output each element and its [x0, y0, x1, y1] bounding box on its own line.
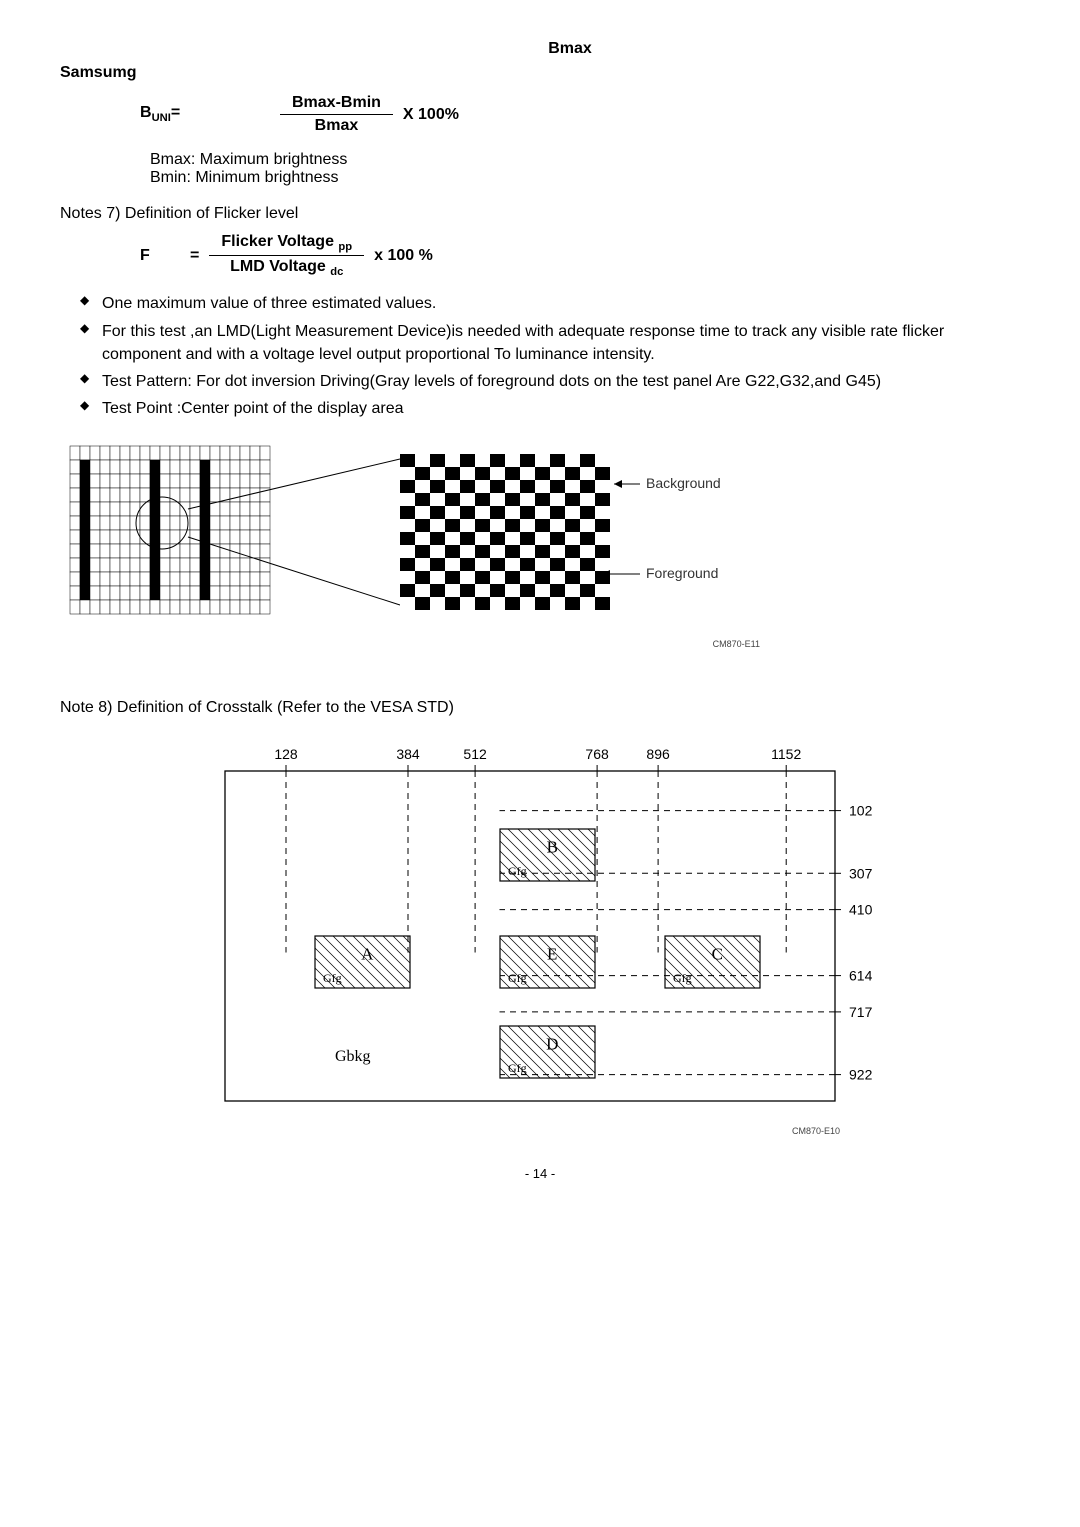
buni-lhs-prefix: B [140, 104, 152, 121]
note8-title: Note 8) Definition of Crosstalk (Refer t… [60, 699, 1020, 717]
buni-lhs-sub: UNI [152, 113, 171, 125]
list-item: For this test ,an LMD(Light Measurement … [80, 320, 1020, 366]
buni-suffix: X 100% [403, 106, 459, 124]
svg-text:717: 717 [849, 1004, 873, 1020]
samsung-label: Samsumg [60, 64, 1020, 82]
svg-text:Gfg: Gfg [673, 971, 692, 985]
svg-text:307: 307 [849, 866, 873, 882]
buni-denominator: Bmax [303, 115, 371, 135]
bmax-heading: Bmax [120, 40, 1020, 58]
svg-text:512: 512 [463, 746, 487, 762]
bullet-list: One maximum value of three estimated val… [60, 292, 1020, 420]
svg-text:128: 128 [274, 746, 298, 762]
svg-text:E: E [547, 945, 557, 964]
svg-text:B: B [547, 838, 558, 857]
list-item: One maximum value of three estimated val… [80, 292, 1020, 315]
list-item: Test Point :Center point of the display … [80, 397, 1020, 420]
page-number: - 14 - [60, 1166, 1020, 1181]
list-item: Test Pattern: For dot inversion Driving(… [80, 370, 1020, 393]
bmax-legend: Bmax: Maximum brightness [150, 151, 1020, 169]
svg-text:Background: Background [646, 475, 721, 491]
svg-text:384: 384 [396, 746, 420, 762]
formula-flicker: F = Flicker Voltage pp LMD Voltage dc x … [120, 233, 1020, 278]
diagram-crosstalk: 128 384 512 768 896 1152 102 307 410 614 717 922 A Gf… [170, 731, 1020, 1136]
svg-text:D: D [546, 1035, 558, 1054]
svg-text:896: 896 [646, 746, 670, 762]
svg-text:922: 922 [849, 1067, 873, 1083]
svg-text:Foreground: Foreground [646, 565, 718, 581]
svg-text:410: 410 [849, 902, 873, 918]
svg-text:C: C [712, 945, 723, 964]
flicker-den-sub: dc [330, 266, 343, 278]
svg-text:A: A [361, 945, 374, 964]
svg-text:102: 102 [849, 803, 873, 819]
flicker-suffix: x 100 % [374, 247, 433, 265]
buni-numerator: Bmax-Bmin [280, 94, 393, 115]
flicker-num-prefix: Flicker Voltage [221, 233, 338, 250]
svg-text:Gfg: Gfg [508, 971, 527, 985]
svg-text:1152: 1152 [771, 746, 801, 762]
bmin-legend: Bmin: Minimum brightness [150, 169, 1020, 187]
diagram-flicker-pattern: Background Foreground CM870-E11 [60, 434, 1020, 649]
formula-buni: BUNI= Bmax-Bmin Bmax X 100% [120, 94, 1020, 135]
note7-title: Notes 7) Definition of Flicker level [60, 205, 1020, 223]
svg-text:Gfg: Gfg [508, 1061, 527, 1075]
diagram1-caption: CM870-E11 [60, 639, 760, 649]
flicker-den-prefix: LMD Voltage [230, 258, 330, 275]
svg-text:Gfg: Gfg [323, 971, 342, 985]
flicker-eq: = [190, 247, 199, 265]
flicker-lhs: F [140, 247, 180, 265]
flicker-num-sub: pp [338, 241, 352, 253]
svg-text:614: 614 [849, 968, 873, 984]
svg-text:Gfg: Gfg [508, 864, 527, 878]
diagram2-caption: CM870-E10 [170, 1126, 840, 1136]
svg-text:Gbkg: Gbkg [335, 1048, 371, 1065]
buni-lhs-eq: = [171, 104, 180, 121]
svg-text:768: 768 [585, 746, 609, 762]
